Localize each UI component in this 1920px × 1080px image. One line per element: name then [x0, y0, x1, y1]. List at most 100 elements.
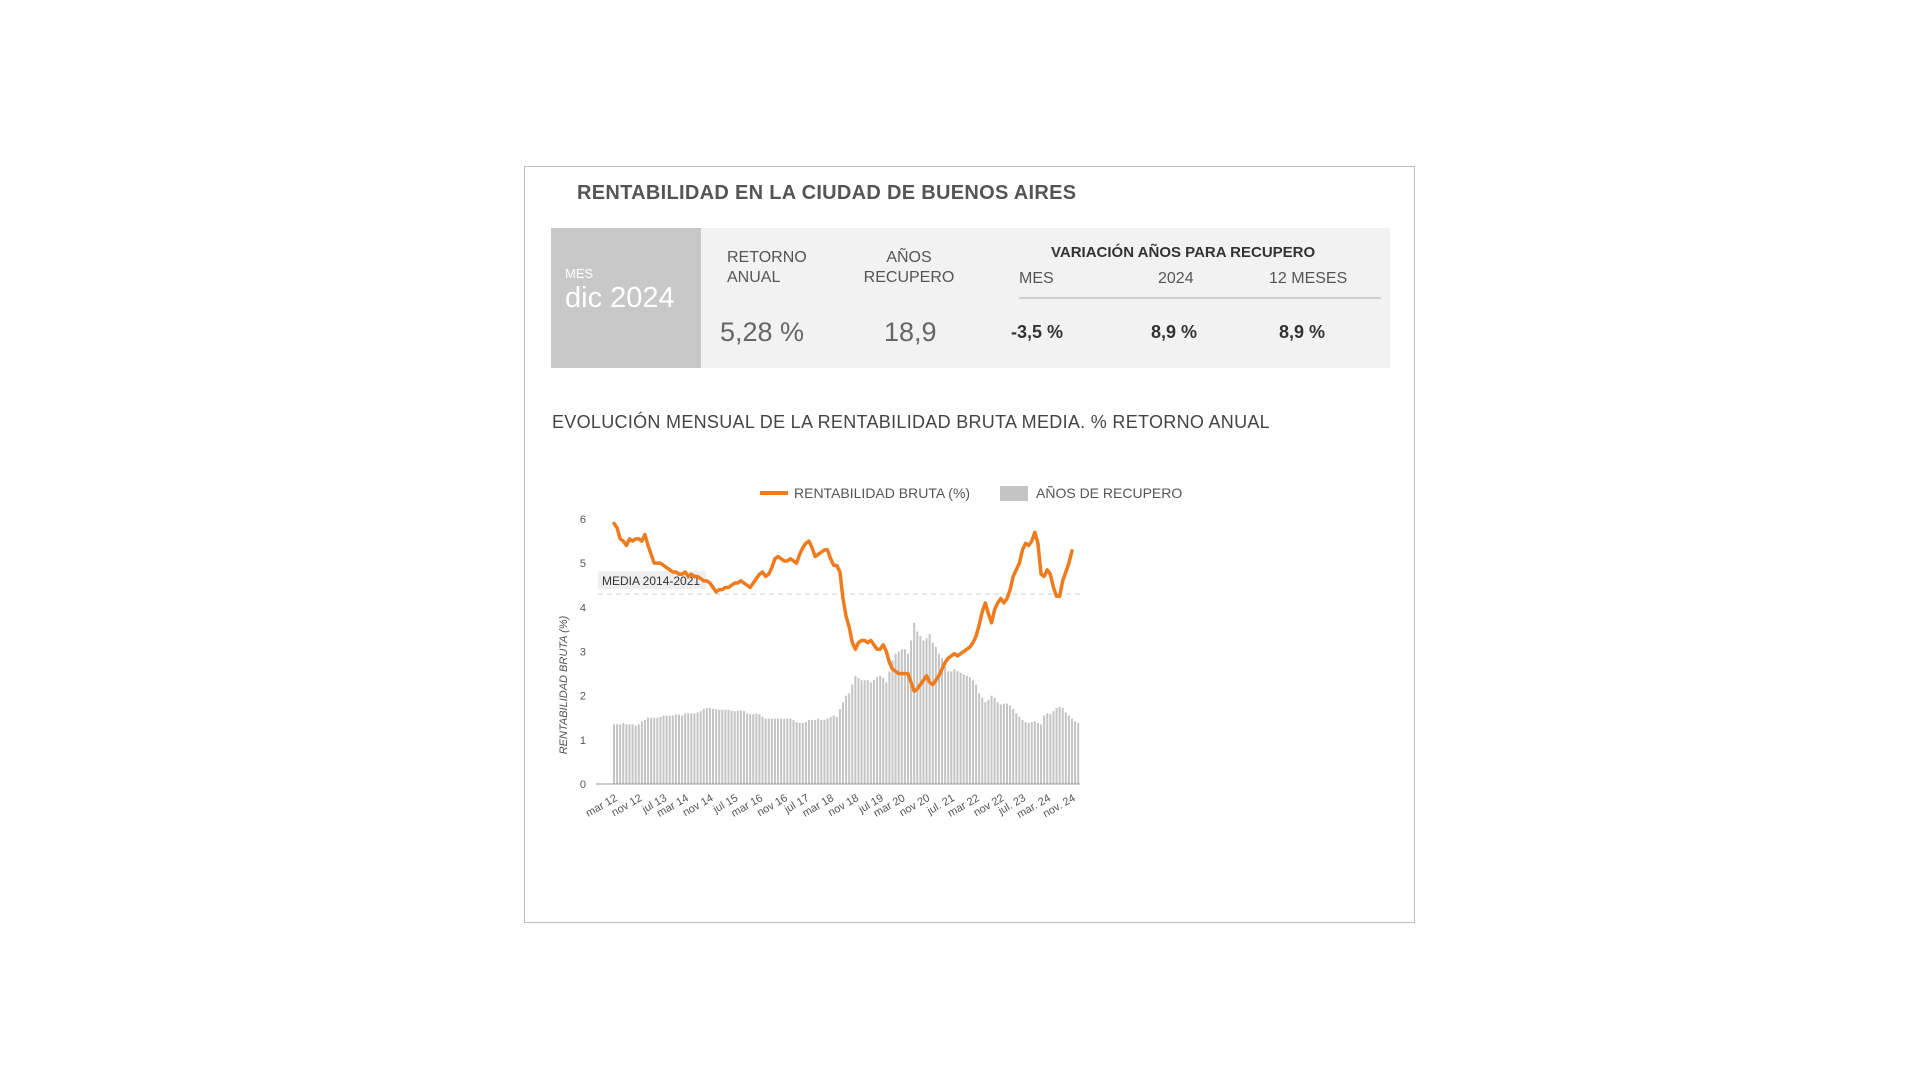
bar [941, 658, 944, 785]
bar [662, 715, 665, 784]
chart-legend: RENTABILIDAD BRUTA (%) AÑOS DE RECUPERO [760, 485, 1182, 501]
bar [1058, 706, 1061, 784]
bar [628, 724, 631, 785]
bar [814, 719, 817, 784]
bar [631, 724, 634, 785]
kpi-panel: MES dic 2024 RETORNO ANUAL 5,28 % AÑOS R… [551, 228, 1390, 368]
bar [841, 702, 844, 784]
kpi-var-mes-value: -3,5 % [1011, 322, 1064, 342]
bar [733, 711, 736, 785]
bar [724, 709, 727, 784]
bar [804, 722, 807, 784]
bar [928, 633, 931, 784]
bar [712, 708, 715, 784]
bar [913, 622, 916, 784]
bar [931, 642, 934, 784]
bar [990, 695, 993, 784]
bar [962, 674, 965, 784]
bar [1036, 723, 1039, 784]
kpi-anios-label-2: RECUPERO [863, 269, 955, 286]
bar [1077, 723, 1080, 784]
bar [755, 713, 758, 784]
bar [730, 710, 733, 784]
bar [1064, 712, 1067, 784]
y-tick-label: 2 [580, 691, 586, 703]
bar [1074, 721, 1077, 784]
bar [742, 711, 745, 785]
bar [829, 716, 832, 784]
bar [789, 718, 792, 784]
rentabilidad-line [612, 521, 1074, 693]
y-tick-label: 5 [580, 558, 586, 570]
bar [950, 671, 953, 785]
bar [937, 653, 940, 784]
bar [637, 724, 640, 785]
bar [1052, 711, 1055, 785]
bar [1033, 721, 1036, 784]
bar [681, 715, 684, 784]
bars-series [612, 622, 1080, 785]
y-tick-label: 4 [580, 602, 586, 614]
bar [671, 715, 674, 784]
bar [625, 724, 628, 785]
bar [984, 702, 987, 784]
bar [773, 718, 776, 784]
bar [702, 708, 705, 784]
report-card: RENTABILIDAD EN LA CIUDAD DE BUENOS AIRE… [524, 166, 1415, 923]
bar [1027, 723, 1030, 784]
bar [1009, 705, 1012, 784]
bar [653, 717, 656, 784]
bar [1024, 722, 1027, 784]
bar [795, 722, 798, 784]
bar [1061, 708, 1064, 784]
kpi-retorno-label-1: RETORNO [727, 249, 807, 266]
bar [925, 638, 928, 784]
bar [758, 714, 761, 784]
bar [792, 719, 795, 784]
bar [999, 704, 1002, 784]
bar [866, 680, 869, 784]
bar [699, 711, 702, 785]
bar [693, 713, 696, 784]
bar [634, 725, 637, 784]
bar [718, 709, 721, 784]
bar [953, 669, 956, 784]
bar [971, 680, 974, 784]
bar [1055, 708, 1058, 784]
bar [876, 677, 879, 784]
bar [715, 708, 718, 784]
bar [854, 675, 857, 784]
bar [944, 666, 947, 784]
bar [780, 718, 783, 784]
bar [888, 671, 891, 785]
bar [894, 653, 897, 784]
bar [851, 684, 854, 785]
y-tick-label: 0 [580, 779, 586, 791]
bar [612, 724, 615, 785]
kpi-var-12m-label: 12 MESES [1269, 270, 1348, 287]
kpi-var-2024-label: 2024 [1158, 270, 1194, 287]
bar [981, 697, 984, 785]
bar [959, 672, 962, 784]
bar [996, 702, 999, 784]
bar [838, 708, 841, 784]
chart: RENTABILIDAD BRUTA (%) AÑOS DE RECUPERO … [558, 485, 1182, 821]
bar [786, 718, 789, 784]
bar [965, 675, 968, 784]
y-tick-label: 1 [580, 735, 586, 747]
reference-label: MEDIA 2014-2021 [602, 574, 700, 588]
bar [746, 713, 749, 784]
bar [817, 718, 820, 784]
bar [677, 714, 680, 784]
bar [764, 718, 767, 784]
bar [647, 717, 650, 784]
bar [900, 649, 903, 784]
chart-subtitle: EVOLUCIÓN MENSUAL DE LA RENTABILIDAD BRU… [552, 412, 1270, 432]
bar [872, 680, 875, 784]
bar [835, 716, 838, 784]
bar [947, 671, 950, 785]
bar [1018, 716, 1021, 784]
bar [798, 723, 801, 784]
bar [1067, 715, 1070, 784]
bar [882, 678, 885, 784]
